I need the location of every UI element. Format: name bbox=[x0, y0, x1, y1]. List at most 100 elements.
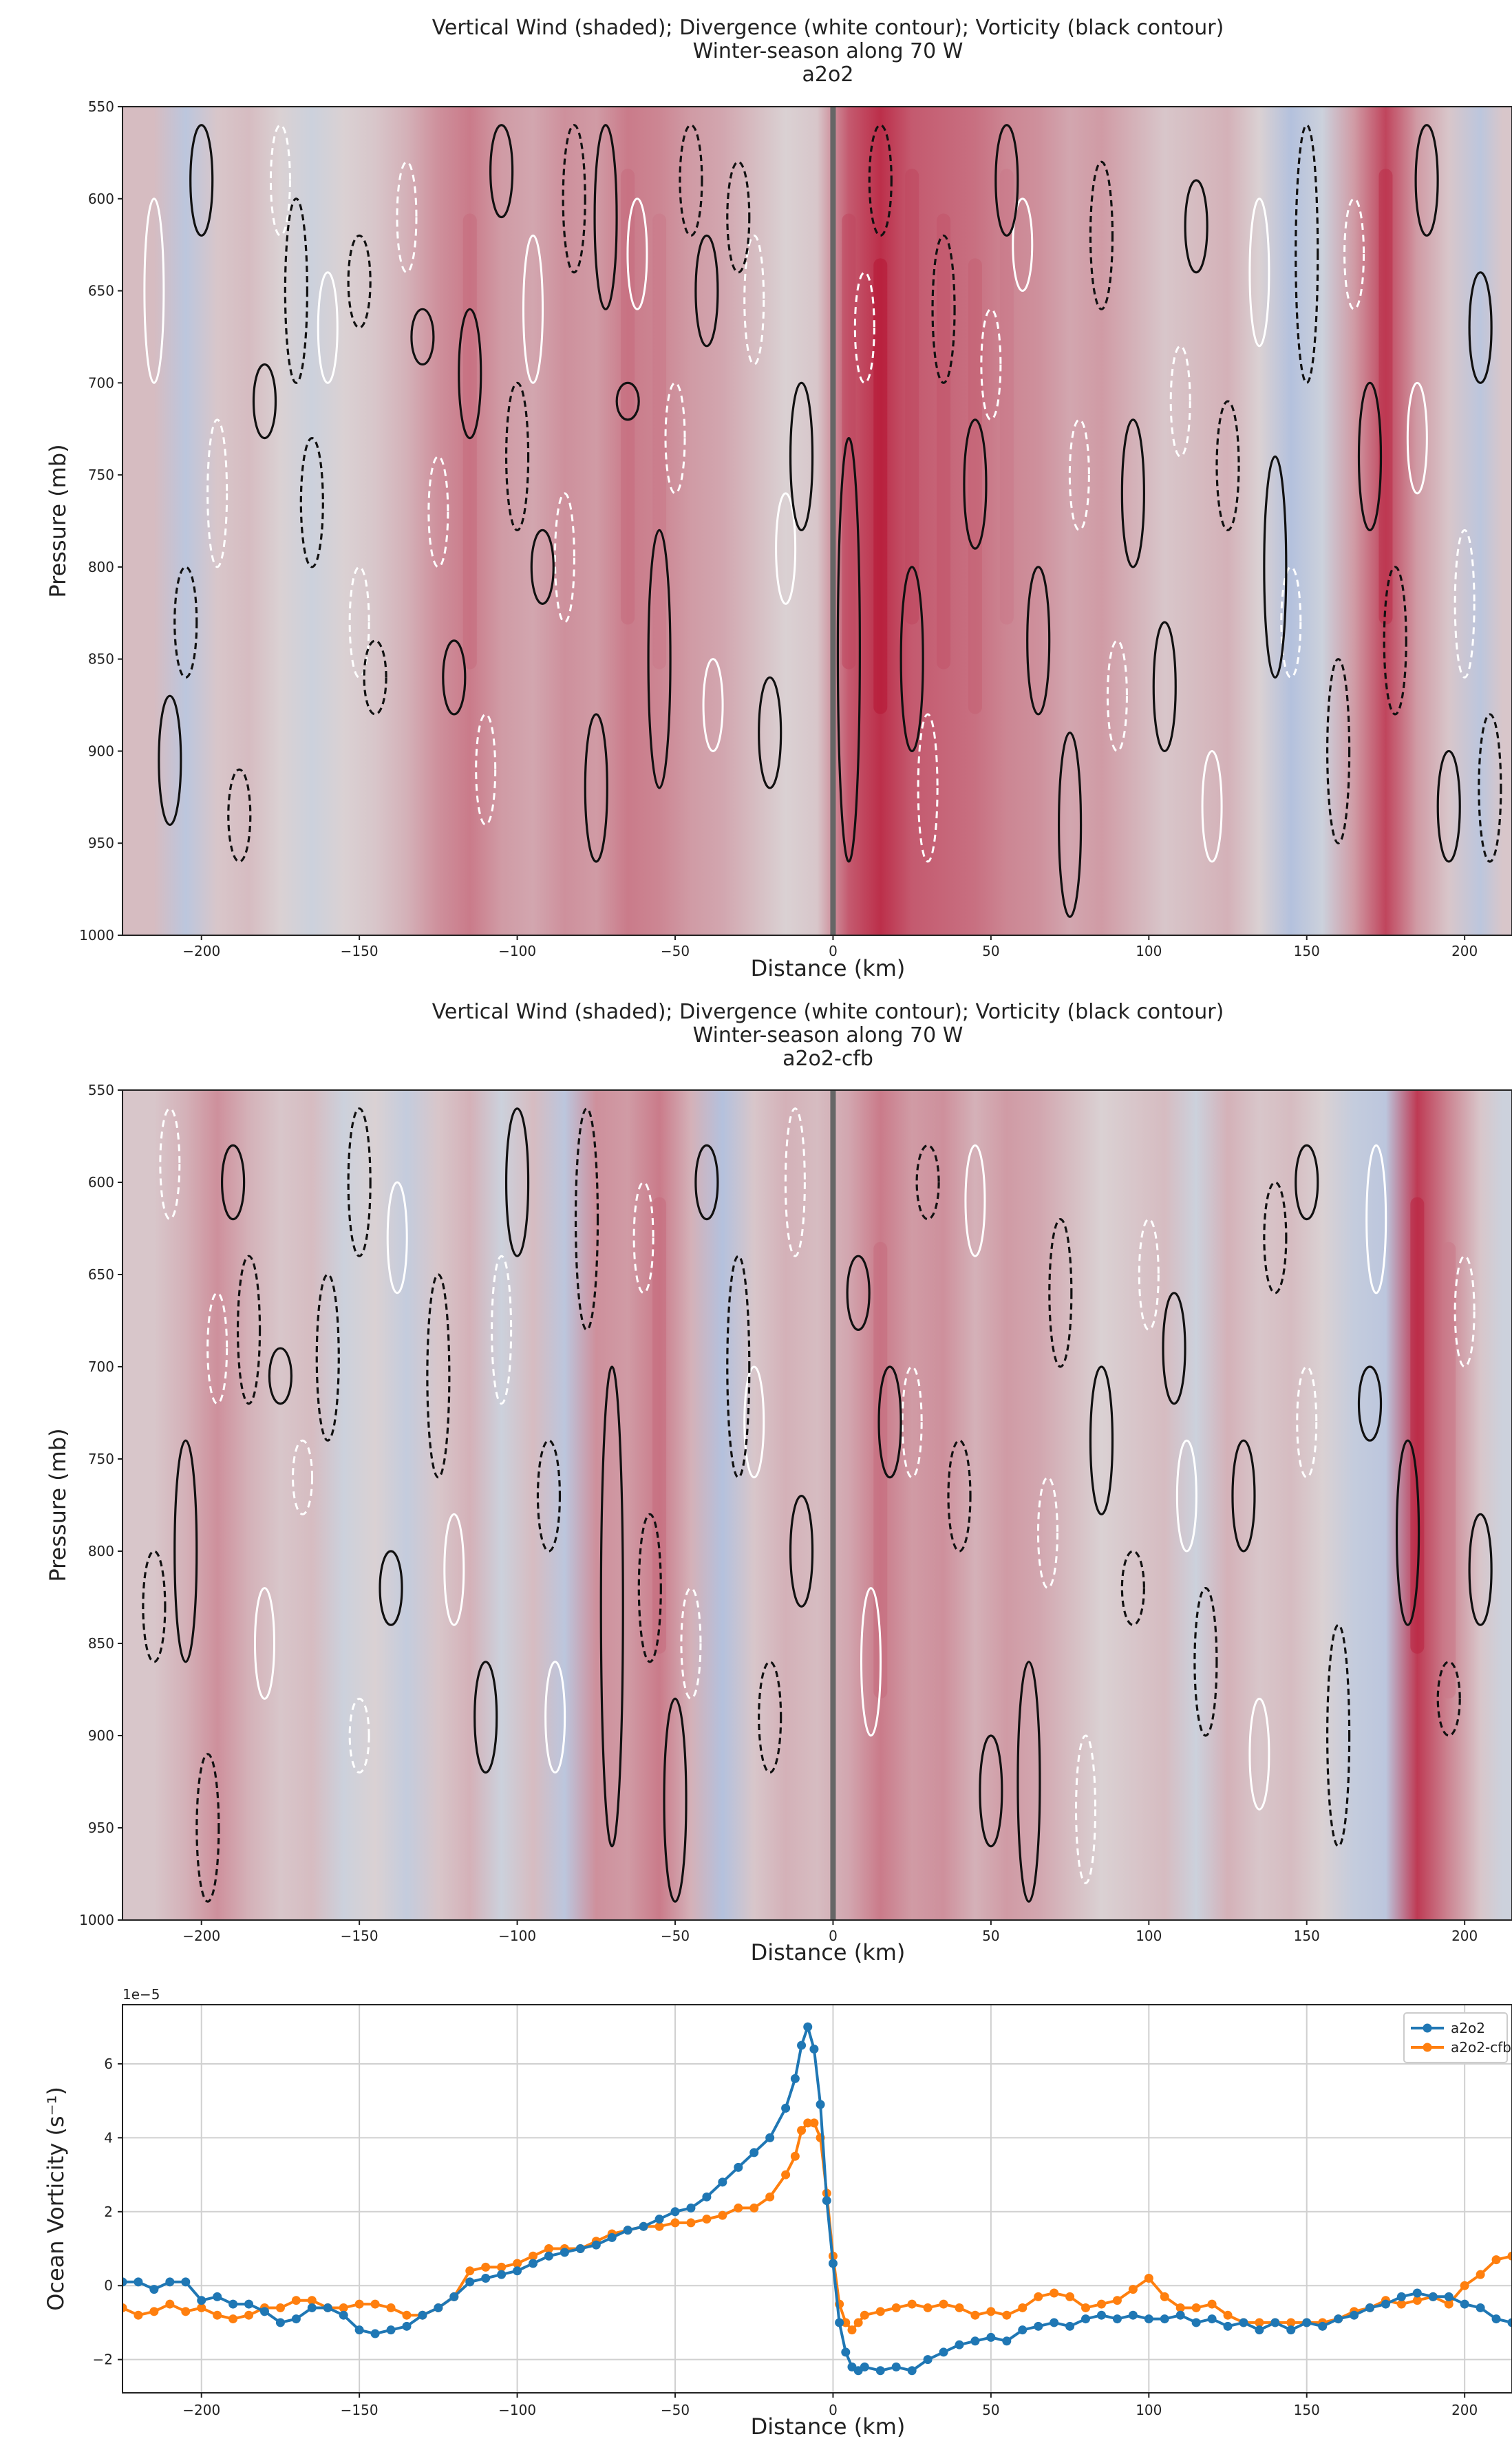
series-point-a2o2-cfb bbox=[702, 2215, 712, 2224]
series-point-a2o2-cfb bbox=[1460, 2281, 1469, 2290]
series-point-a2o2 bbox=[1096, 2310, 1106, 2320]
run-label: a2o2-cfb bbox=[782, 1047, 873, 1071]
series-point-a2o2-cfb bbox=[165, 2299, 175, 2309]
series-point-a2o2-cfb bbox=[123, 2303, 127, 2312]
series-point-a2o2-cfb bbox=[1065, 2292, 1075, 2301]
series-point-a2o2-cfb bbox=[923, 2303, 933, 2312]
series-point-a2o2-cfb bbox=[875, 2307, 885, 2316]
series-point-a2o2 bbox=[213, 2292, 222, 2301]
divergence-contour bbox=[253, 1587, 275, 1700]
vorticity-contour bbox=[236, 1255, 262, 1405]
wind-streak bbox=[873, 1241, 888, 1698]
y-tick-label: 6 bbox=[104, 2056, 113, 2072]
vorticity-contour bbox=[1026, 566, 1051, 716]
vorticity-contour bbox=[647, 529, 672, 789]
y-tick-label: 1000 bbox=[79, 1912, 114, 1928]
series-point-a2o2 bbox=[1018, 2325, 1027, 2335]
x-tick-label: −50 bbox=[661, 1928, 690, 1944]
divergence-contour bbox=[491, 1255, 513, 1405]
y-tick-label: 650 bbox=[88, 283, 114, 299]
y-tick-label: 850 bbox=[88, 651, 114, 668]
series-point-a2o2-cfb bbox=[544, 2244, 553, 2254]
vorticity-contour bbox=[1326, 658, 1351, 844]
divergence-contour bbox=[348, 566, 370, 679]
series-point-a2o2-cfb bbox=[1476, 2270, 1485, 2279]
series-point-a2o2 bbox=[339, 2310, 348, 2320]
x-tick-label: 0 bbox=[829, 2402, 838, 2418]
series-point-a2o2-cfb bbox=[765, 2192, 775, 2202]
vorticity-contour bbox=[1357, 381, 1383, 531]
vorticity-contour bbox=[1089, 1365, 1114, 1515]
series-point-a2o2-cfb bbox=[1081, 2303, 1091, 2312]
divergence-contour bbox=[917, 713, 939, 863]
y-tick-label: 950 bbox=[88, 835, 114, 851]
series-point-a2o2 bbox=[228, 2299, 238, 2309]
divergence-contour bbox=[1365, 1144, 1387, 1294]
series-point-a2o2 bbox=[781, 2103, 791, 2113]
vorticity-contour bbox=[915, 1144, 940, 1221]
series-point-a2o2-cfb bbox=[213, 2310, 222, 2320]
vorticity-contour bbox=[1436, 749, 1461, 863]
divergence-contour bbox=[427, 455, 449, 568]
series-point-a2o2 bbox=[465, 2277, 475, 2287]
series-point-a2o2 bbox=[891, 2362, 901, 2371]
series-point-a2o2 bbox=[797, 2040, 807, 2050]
y-scale-label: 1e−5 bbox=[123, 1986, 160, 2003]
series-point-a2o2-cfb bbox=[670, 2218, 680, 2228]
series-point-a2o2-cfb bbox=[370, 2299, 380, 2309]
divergence-contour bbox=[702, 658, 724, 752]
divergence-contour bbox=[522, 234, 544, 384]
y-tick-label: 2 bbox=[104, 2204, 113, 2220]
series-point-a2o2 bbox=[1412, 2288, 1422, 2298]
series-point-a2o2 bbox=[1223, 2321, 1233, 2331]
divergence-contour bbox=[475, 713, 497, 826]
y-tick-label: 700 bbox=[88, 374, 114, 391]
series-point-a2o2-cfb bbox=[955, 2303, 964, 2312]
vorticity-contour bbox=[947, 1439, 972, 1553]
series-point-a2o2-cfb bbox=[1096, 2299, 1106, 2309]
y-tick-label: −2 bbox=[93, 2352, 113, 2368]
series-point-a2o2 bbox=[1334, 2314, 1343, 2324]
series-point-a2o2 bbox=[165, 2277, 175, 2287]
plot-frame bbox=[122, 1089, 1512, 1921]
series-point-a2o2 bbox=[402, 2321, 412, 2331]
y-tick-label: 650 bbox=[88, 1266, 114, 1283]
vorticity-contour bbox=[679, 124, 703, 237]
series-point-a2o2-cfb bbox=[686, 2218, 696, 2228]
chart-title: Vertical Wind (shaded); Divergence (whit… bbox=[432, 1000, 1224, 1024]
wind-texture bbox=[462, 169, 1393, 714]
series-point-a2o2-cfb bbox=[790, 2151, 800, 2161]
series-point-a2o2-cfb bbox=[1002, 2310, 1012, 2320]
series-point-a2o2-cfb bbox=[907, 2299, 917, 2309]
divergence-contour bbox=[860, 1587, 882, 1737]
series-point-a2o2 bbox=[1207, 2314, 1217, 2324]
x-tick-label: 100 bbox=[1136, 1928, 1162, 1944]
wind-streak bbox=[652, 213, 667, 670]
series-point-a2o2-cfb bbox=[1112, 2296, 1122, 2305]
vorticity-contour bbox=[1016, 1661, 1041, 1903]
series-point-a2o2-cfb bbox=[970, 2310, 980, 2320]
x-tick-label: 200 bbox=[1451, 2402, 1478, 2418]
series-point-a2o2 bbox=[623, 2226, 632, 2235]
series-point-a2o2 bbox=[1255, 2325, 1264, 2335]
series-point-a2o2-cfb bbox=[841, 2318, 851, 2327]
divergence-contour bbox=[1454, 529, 1476, 679]
vorticity-contour bbox=[868, 124, 893, 237]
vorticity-contour bbox=[1295, 1144, 1319, 1221]
series-group bbox=[123, 2022, 1512, 2376]
series-point-a2o2 bbox=[828, 2259, 838, 2268]
line-chart-panel: −200 −150 −100 −50 0 50 100 150 200 −2 0 2 4 6 1e−5 Dis… bbox=[43, 1986, 1512, 2440]
x-tick-label: −150 bbox=[341, 2402, 379, 2418]
y-tick-label: 750 bbox=[88, 467, 114, 483]
x-tick-label: 50 bbox=[982, 1928, 999, 1944]
divergence-contour bbox=[292, 1439, 314, 1515]
series-point-a2o2-cfb bbox=[891, 2303, 901, 2312]
series-point-a2o2 bbox=[449, 2292, 459, 2301]
x-tick-label: 200 bbox=[1451, 1928, 1478, 1944]
vorticity-contour bbox=[758, 1661, 782, 1774]
vorticity-contour bbox=[637, 1513, 662, 1663]
divergence-contour bbox=[784, 1107, 806, 1257]
series-point-a2o2-cfb bbox=[481, 2262, 491, 2272]
x-tick-label: 150 bbox=[1294, 943, 1320, 959]
series-point-a2o2-cfb bbox=[228, 2314, 238, 2324]
